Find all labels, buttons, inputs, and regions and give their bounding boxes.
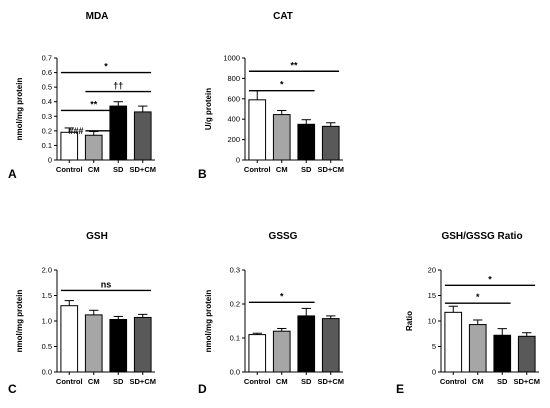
y-tick-label: 200: [227, 135, 240, 144]
panel-a: MDA nmol/mg protein A 0 0.1 0.2 0.3 0.4 0.5 0.6 0.…: [8, 11, 156, 181]
bar-sd: [297, 123, 316, 161]
bar-sd: [297, 315, 316, 373]
y-tick-label: 0.2: [230, 300, 240, 309]
x-tick-label: Control: [244, 377, 271, 386]
y-axis-label: nmol/mg protein: [15, 290, 24, 353]
y-tick-label: 1000: [223, 54, 240, 63]
significance-label: ns: [101, 279, 112, 289]
bar-control: [248, 99, 267, 161]
x-tick-label: SD+CM: [318, 165, 344, 174]
y-tick-label: 1.0: [42, 317, 52, 326]
panel-c: GSH nmol/mg protein C 0.0 0.5 1.0 1.5 2.0 Contro…: [8, 231, 156, 396]
significance-label: ††: [113, 81, 123, 91]
y-tick-label: 800: [227, 74, 240, 83]
bar-sd-plus-cm: [133, 316, 152, 373]
panel-letter: B: [198, 167, 207, 181]
bar-cm: [272, 114, 291, 161]
bar-sd-plus-cm: [133, 111, 152, 161]
y-tick-label: 5: [432, 342, 436, 351]
y-tick-label: 0.2: [42, 126, 52, 135]
y-tick-label: 0: [48, 156, 52, 165]
panel-title: GSSG: [269, 231, 298, 242]
x-tick-label: SD: [113, 165, 124, 174]
y-tick-label: 0.1: [42, 141, 52, 150]
x-tick-label: SD+CM: [514, 377, 540, 386]
y-tick-label: 0.0: [42, 368, 52, 377]
y-tick-label: 1.5: [42, 291, 52, 300]
significance-label: *: [280, 80, 284, 90]
bar-sd: [109, 105, 128, 161]
x-tick-label: CM: [276, 165, 288, 174]
x-tick-label: Control: [244, 165, 271, 174]
panel-title: GSH: [86, 231, 108, 242]
y-tick-label: 400: [227, 115, 240, 124]
x-tick-label: Control: [440, 377, 467, 386]
bar-sd: [493, 334, 512, 373]
y-tick-label: 0: [236, 156, 240, 165]
panel-letter: A: [8, 167, 17, 181]
x-tick-label: SD+CM: [130, 165, 156, 174]
bar-cm: [84, 134, 103, 161]
panel-b: CAT U/g protein B 0 200 400 600 800 1000 Control C…: [198, 11, 344, 181]
panel-title: MDA: [86, 11, 109, 22]
bar-sd-plus-cm: [321, 318, 340, 373]
x-tick-label: CM: [88, 165, 100, 174]
bar-sd-plus-cm: [321, 125, 340, 161]
x-tick-label: SD: [301, 165, 312, 174]
bar-control: [60, 131, 79, 161]
y-tick-label: 0.5: [42, 342, 52, 351]
significance-label: **: [90, 99, 98, 109]
y-tick-label: 600: [227, 94, 240, 103]
panel-letter: D: [198, 382, 207, 396]
bar-cm: [468, 324, 487, 373]
x-tick-label: SD: [497, 377, 508, 386]
panel-e: GSH/GSSG Ratio Ratio E 0 5 10 15 20 Control CM SD S…: [396, 231, 540, 396]
panel-letter: C: [8, 382, 17, 396]
y-tick-label: 0.7: [42, 54, 52, 63]
x-tick-label: Control: [56, 165, 83, 174]
significance-label: *: [476, 292, 480, 302]
y-tick-label: 0.4: [42, 97, 52, 106]
y-axis-label: nmol/mg protein: [15, 78, 24, 141]
y-tick-label: 0.0: [230, 368, 240, 377]
x-tick-label: SD: [301, 377, 312, 386]
significance-label: *: [488, 274, 492, 284]
bar-control: [444, 311, 463, 373]
y-tick-label: 0.1: [230, 334, 240, 343]
panel-d: GSSG nmol/mg protein D 0.0 0.1 0.2 0.3 Control C…: [198, 231, 344, 396]
x-tick-label: Control: [56, 377, 83, 386]
y-tick-label: 0.6: [42, 68, 52, 77]
bar-sd-plus-cm: [517, 335, 536, 373]
x-tick-label: CM: [276, 377, 288, 386]
y-tick-label: 0.3: [230, 266, 240, 275]
x-tick-label: CM: [472, 377, 484, 386]
y-tick-label: 10: [428, 317, 436, 326]
bar-sd: [109, 318, 128, 373]
y-tick-label: 0: [432, 368, 436, 377]
significance-label: ###: [68, 126, 83, 136]
panel-letter: E: [396, 382, 404, 396]
x-tick-label: SD: [113, 377, 124, 386]
significance-label: *: [280, 291, 284, 301]
y-tick-label: 20: [428, 266, 436, 275]
x-tick-label: SD+CM: [318, 377, 344, 386]
y-tick-label: 0.3: [42, 112, 52, 121]
y-tick-label: 2.0: [42, 266, 52, 275]
bar-control: [60, 305, 79, 373]
significance-label: *: [104, 62, 108, 72]
bar-control: [248, 334, 267, 373]
panel-title: CAT: [273, 11, 293, 22]
bar-cm: [84, 314, 103, 373]
y-axis-label: Ratio: [405, 311, 414, 331]
significance-label: **: [290, 60, 298, 70]
y-axis-label: nmol/mg protein: [204, 290, 213, 353]
y-tick-label: 15: [428, 291, 436, 300]
y-axis-label: U/g protein: [204, 88, 213, 130]
x-tick-label: CM: [88, 377, 100, 386]
panel-title: GSH/GSSG Ratio: [441, 231, 522, 242]
bar-cm: [272, 330, 291, 373]
y-tick-label: 0.5: [42, 83, 52, 92]
x-tick-label: SD+CM: [130, 377, 156, 386]
